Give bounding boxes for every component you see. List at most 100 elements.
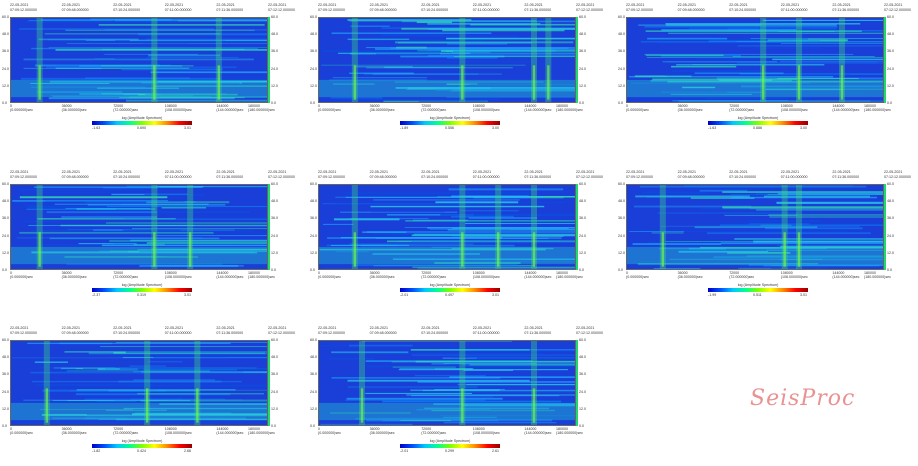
time-date: 22-05-2021 <box>678 170 696 174</box>
x-tick-seconds: (0.000000)sec <box>318 431 341 435</box>
colorbar-max: 2.66 <box>184 449 191 453</box>
frequency-band <box>333 77 427 78</box>
x-tick-seconds: (108.000000)sec <box>165 108 192 112</box>
frequency-band <box>465 223 576 224</box>
time-clock: 07:09:48.000000 <box>678 8 705 13</box>
frequency-band <box>428 28 576 30</box>
frequency-band <box>668 33 884 34</box>
low-frequency-band <box>319 403 576 420</box>
frequency-band <box>671 66 736 68</box>
frequency-band <box>125 219 268 220</box>
y-tick-left: 60.0 <box>2 338 9 342</box>
frequency-band <box>346 197 544 198</box>
frequency-band <box>633 243 721 245</box>
time-date: 22-05-2021 <box>524 3 542 7</box>
y-tick-left: 48.0 <box>2 199 9 203</box>
x-tick-seconds: (108.000000)sec <box>165 431 192 435</box>
frequency-band <box>734 238 884 240</box>
y-tick-left: 60.0 <box>2 182 9 186</box>
frequency-band <box>76 208 155 210</box>
x-tick-label: 180000(180.000000)sec <box>248 427 275 436</box>
frequency-band <box>17 425 71 426</box>
time-clock: 07:11:00.000000 <box>473 175 500 180</box>
y-tick-left: 12.0 <box>2 407 9 411</box>
y-tick-left: 60.0 <box>2 15 9 19</box>
frequency-band <box>150 71 268 73</box>
time-clock: 07:11:36.000000 <box>832 175 859 180</box>
frequency-band <box>370 206 544 207</box>
frequency-band <box>374 99 499 100</box>
colorbar-gradient <box>92 121 192 125</box>
x-tick-label: 180000(180.000000)sec <box>248 271 275 280</box>
frequency-band <box>466 384 576 385</box>
time-date: 22-05-2021 <box>576 3 594 7</box>
x-tick-seconds: (108.000000)sec <box>473 431 500 435</box>
y-tick-left: 36.0 <box>2 49 9 53</box>
frequency-band <box>348 386 478 388</box>
x-tick-label: 0(0.000000)sec <box>626 104 649 113</box>
frequency-band <box>416 361 576 363</box>
time-date: 22-05-2021 <box>165 170 183 174</box>
y-tick-right: 24.0 <box>579 390 586 394</box>
frequency-band <box>736 41 884 42</box>
colorbar-mid: 0.319 <box>137 293 146 297</box>
frequency-band <box>464 370 514 371</box>
seisproc-logo: SeisProc <box>750 386 880 426</box>
time-clock: 07:09:12.000000 <box>318 8 345 13</box>
frequency-band <box>444 363 537 364</box>
right-axis-bar <box>268 184 270 270</box>
spectrogram-plot <box>10 17 268 103</box>
frequency-band <box>46 67 237 68</box>
event-core <box>497 232 499 266</box>
y-tick-right: 36.0 <box>887 49 894 53</box>
time-clock: 07:09:12.000000 <box>318 331 345 336</box>
y-tick-right: 60.0 <box>887 182 894 186</box>
colorbar-max: 2.61 <box>492 449 499 453</box>
frequency-band <box>447 102 527 103</box>
x-tick-seconds: (180.000000)sec <box>556 431 583 435</box>
x-tick-seconds: (144.000000)sec <box>216 108 243 112</box>
frequency-band <box>18 189 143 190</box>
x-tick-label: 180000(180.000000)sec <box>556 271 583 280</box>
time-date: 22-05-2021 <box>318 3 336 7</box>
x-tick-seconds: (72.000000)sec <box>113 275 138 279</box>
time-clock: 07:10:24.000000 <box>113 331 140 336</box>
time-date: 22-05-2021 <box>165 3 183 7</box>
frequency-band <box>700 190 748 192</box>
colorbar-mid: 0.556 <box>445 126 454 130</box>
time-clock: 07:11:00.000000 <box>473 8 500 13</box>
frequency-band <box>79 62 123 63</box>
colorbar-min: -1.99 <box>708 293 716 297</box>
x-tick-label: 0(0.000000)sec <box>10 271 33 280</box>
colorbar-max: 3.00 <box>800 126 807 130</box>
frequency-band <box>322 269 454 270</box>
time-clock: 07:12:12.000000 <box>884 8 911 13</box>
frequency-band <box>448 229 576 230</box>
frequency-band <box>757 36 883 37</box>
event-core <box>798 232 800 266</box>
right-axis-bar <box>268 17 270 103</box>
y-tick-left: 48.0 <box>618 199 625 203</box>
y-tick-left: 60.0 <box>618 15 625 19</box>
frequency-band <box>143 43 189 44</box>
y-tick-right: 12.0 <box>271 251 278 255</box>
x-tick-seconds: (36.000000)sec <box>370 431 395 435</box>
frequency-band <box>663 61 777 62</box>
spectrogram-svg <box>627 185 884 270</box>
time-date: 22-05-2021 <box>626 3 644 7</box>
y-tick-left: 36.0 <box>2 216 9 220</box>
y-tick-right: 60.0 <box>887 15 894 19</box>
colorbar-title: log (Amplitude Spectrum) <box>400 439 500 443</box>
x-tick-seconds: (36.000000)sec <box>62 275 87 279</box>
time-date: 22-05-2021 <box>113 3 131 7</box>
time-date: 22-05-2021 <box>216 170 234 174</box>
frequency-band <box>647 38 727 40</box>
y-tick-right: 12.0 <box>271 407 278 411</box>
